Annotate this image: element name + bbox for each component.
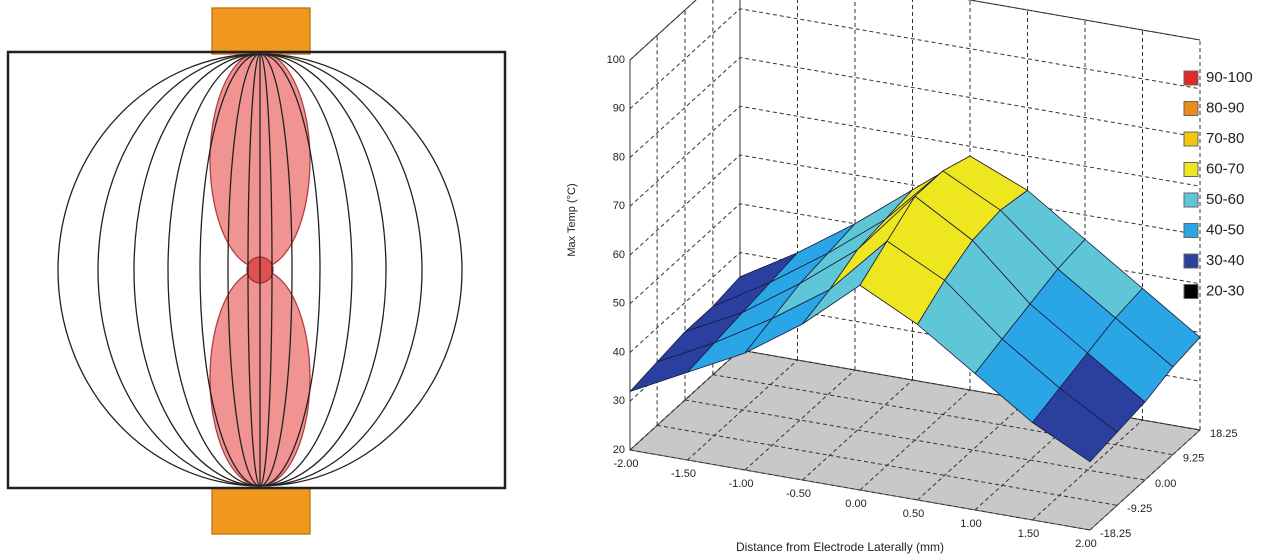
z-tick-label: 20 [613,444,625,456]
x-tick-label: 1.50 [1018,528,1039,540]
surface-chart: 20 30 40 50 60 70 80 90 100 -2.00 -1.50 -1.00 -0.50 0… [607,0,1253,550]
z-axis-label: Max Temp (°C) [566,183,578,256]
x-tick-label: -1.00 [728,478,753,490]
grid-line [629,0,1201,61]
grid-line [974,409,1086,511]
x-axis-label: Distance from Electrode Laterally (mm) [736,540,944,554]
grid-line [712,374,1173,456]
legend-swatch [1183,192,1199,208]
x-tick-label: 0.50 [903,508,924,520]
legend-label: 90-100 [1206,69,1253,86]
y-tick-label: -18.25 [1100,528,1131,540]
legend-label: 30-40 [1206,252,1244,269]
x-tick-label: -1.50 [671,468,696,480]
grid-line [629,449,1091,531]
z-tick-label: 100 [607,54,625,66]
legend-label: 70-80 [1206,130,1244,147]
grid-line [859,389,971,491]
x-tick-label: 0.00 [845,498,866,510]
z-tick-label: 90 [613,103,625,115]
z-tick-label: 30 [613,395,625,407]
legend-swatch [1183,70,1199,86]
surface-patch [1031,387,1118,463]
legend-label: 50-60 [1206,191,1244,208]
y-tick-label: 18.25 [1210,428,1238,440]
legend-label: 80-90 [1206,99,1244,116]
grid-line [684,399,1146,481]
grid-line [739,349,1201,431]
legend-swatch [1183,131,1199,147]
legend-label: 20-30 [1206,282,1244,299]
grid-line [629,105,1201,207]
top-electrode [211,7,311,55]
tissue-box [6,50,507,490]
z-tick-label: 80 [613,151,625,163]
wall-edge [629,0,1201,61]
grid-line [629,349,741,451]
grid-line [657,424,1118,506]
legend-swatch [1183,162,1199,177]
legend-swatch [1183,253,1199,269]
grid-line [917,399,1028,501]
z-tick-label: 50 [613,298,625,310]
z-tick-label: 40 [613,346,625,358]
grid-line [629,251,1201,353]
grid-line [1032,419,1143,521]
legend-label: 40-50 [1206,221,1244,238]
grid-line [1089,429,1201,531]
x-tick-label: -0.50 [786,488,811,500]
electrode-diagram [6,7,507,535]
x-tick-label: 1.00 [960,518,981,530]
grid-line [744,369,856,471]
x-tick-label: -2.00 [613,458,638,470]
grid-line [629,8,1201,110]
y-tick-label: 0.00 [1155,478,1176,490]
z-tick-label: 70 [613,200,625,212]
bottom-electrode [211,487,311,535]
y-tick-label: -9.25 [1127,503,1152,515]
x-tick-label: 2.00 [1075,538,1096,550]
grid-line [687,359,798,461]
y-tick-label: 9.25 [1183,453,1204,465]
legend-swatch [1183,101,1199,116]
legend-swatch [1183,284,1199,299]
legend-swatch [1183,223,1199,238]
grid-line [629,56,1201,158]
grid-line [629,154,1201,256]
grid-line [629,203,1201,305]
grid-line [802,379,913,481]
legend-label: 60-70 [1206,160,1244,177]
z-tick-label: 60 [613,249,625,261]
